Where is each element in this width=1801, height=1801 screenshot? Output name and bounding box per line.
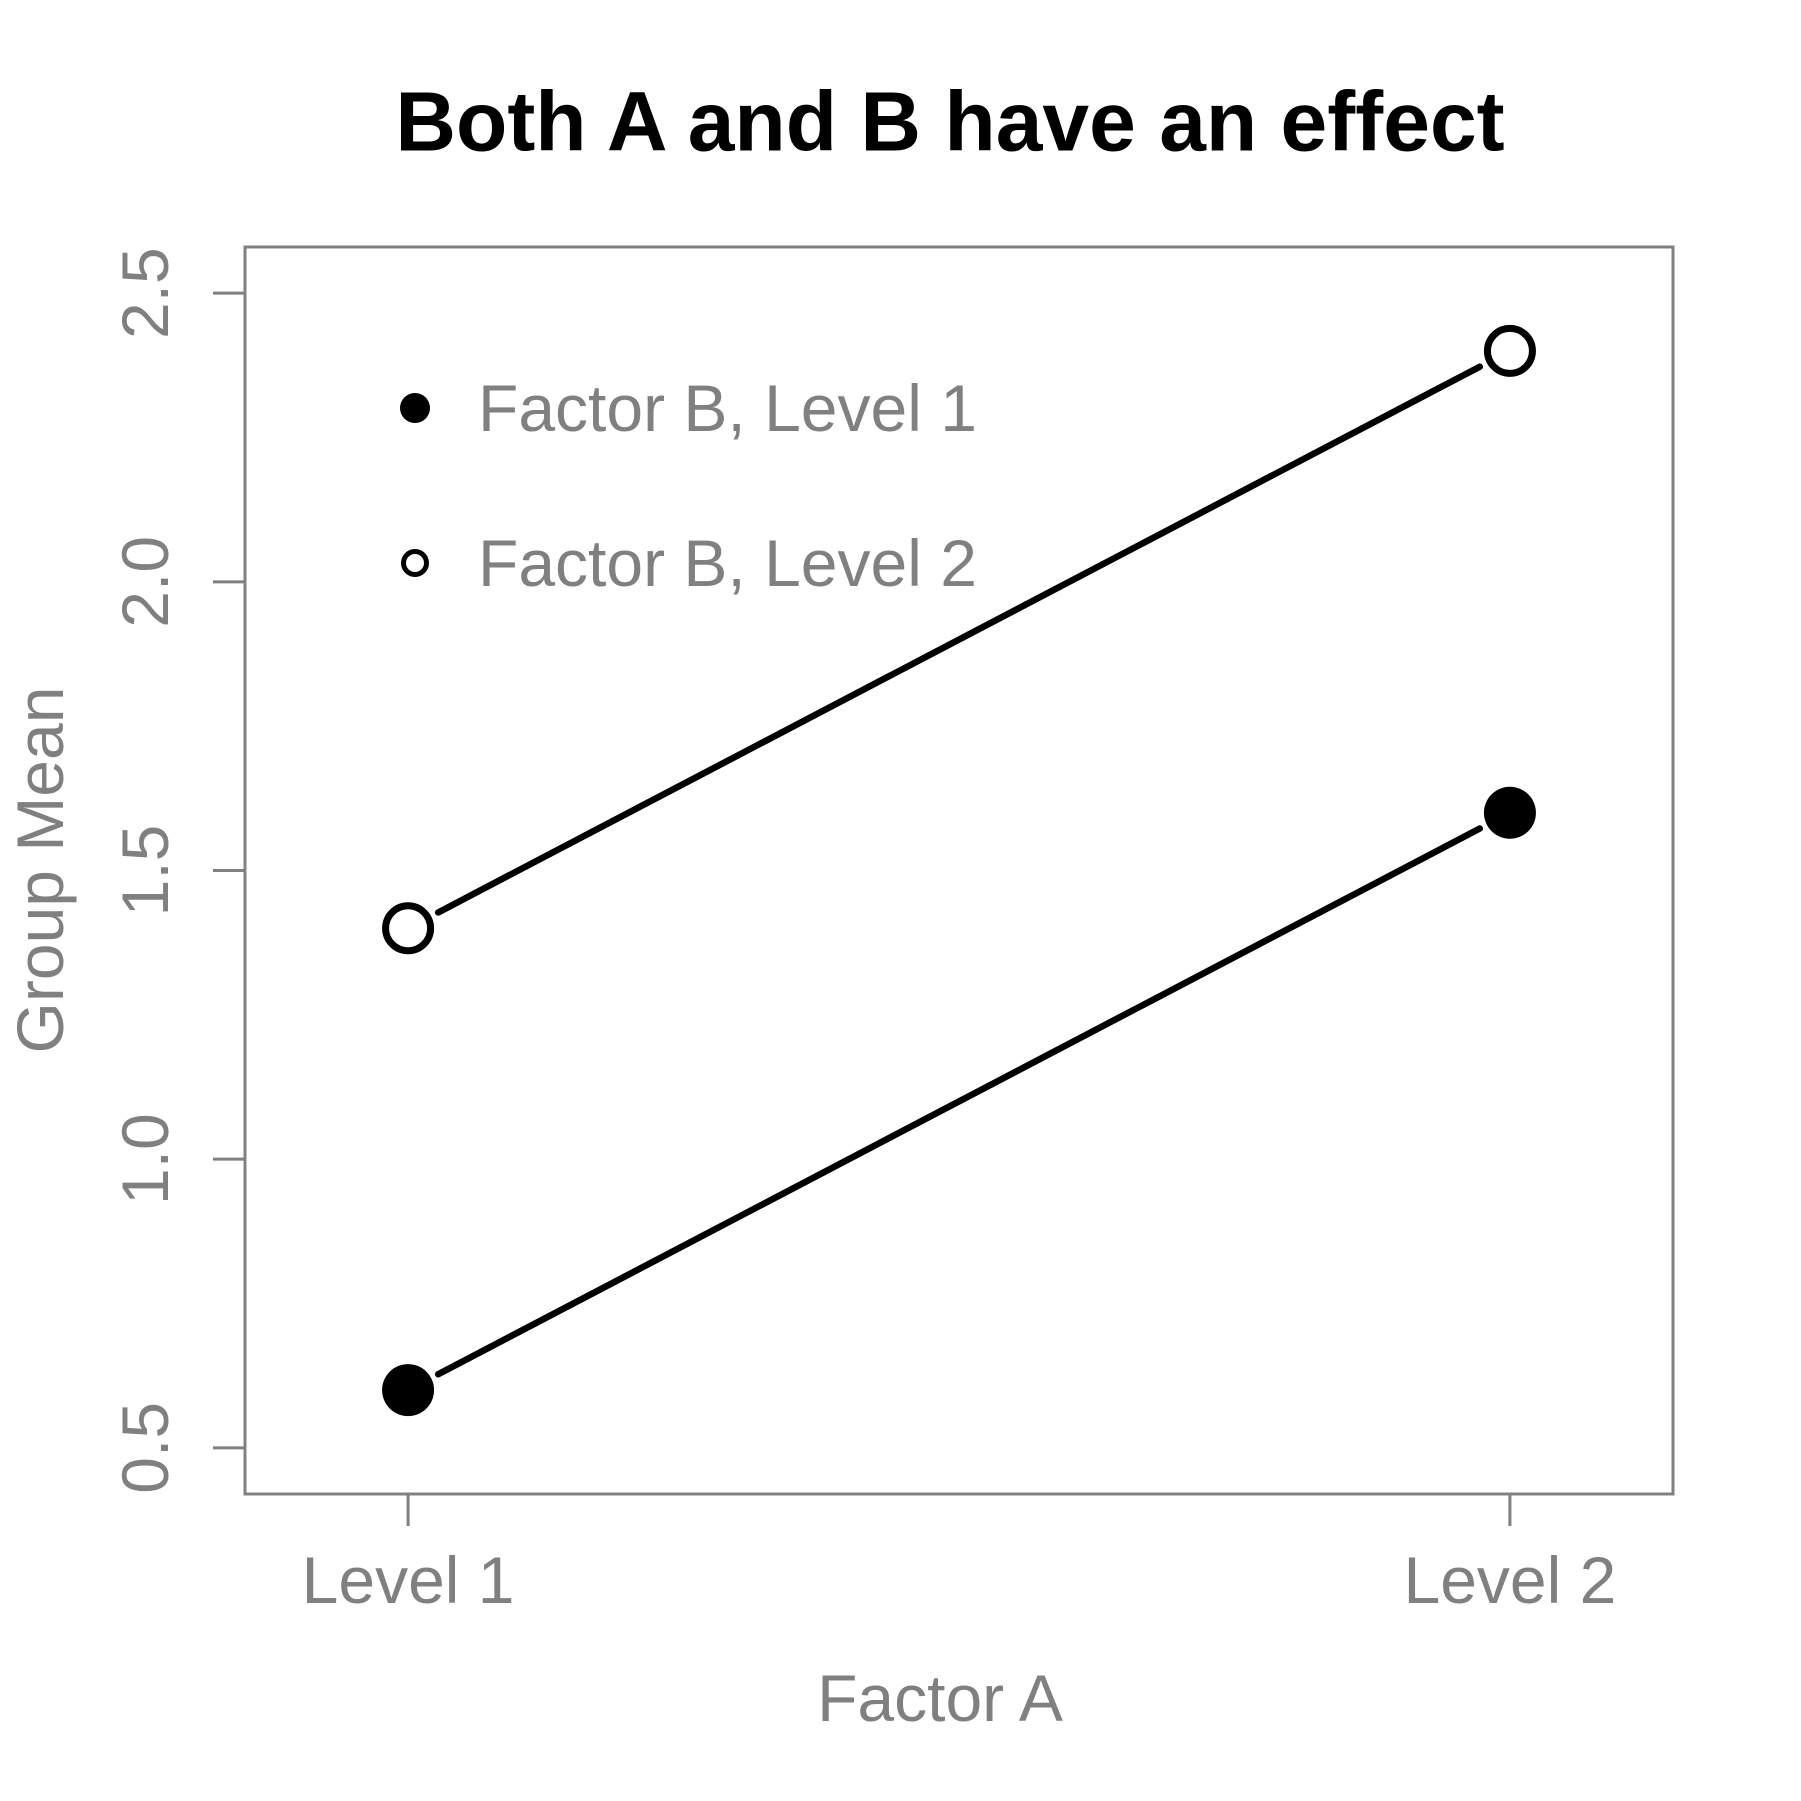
y-tick-label: 0.5 [108,1402,182,1494]
series-line [434,825,1484,1378]
y-tick-label: 2.0 [108,536,182,628]
y-tick-label: 1.5 [108,825,182,917]
x-axis-title: Factor A [817,1661,1063,1735]
x-tick-label: Level 2 [1404,1543,1617,1617]
y-tick-label: 2.5 [108,247,182,339]
legend-item-label: Factor B, Level 1 [478,371,977,445]
legend-marker-open [401,549,429,577]
y-tick-label: 1.0 [108,1113,182,1205]
series-line [434,363,1484,916]
legend-marker-filled [400,393,430,423]
data-point-open [382,902,435,955]
chart-title: Both A and B have an effect [395,74,1505,169]
legend-item-label: Factor B, Level 2 [478,526,977,600]
data-point-filled [1483,786,1536,839]
x-tick-label: Level 1 [302,1543,515,1617]
data-point-open [1483,324,1536,377]
y-axis-title: Group Mean [3,686,77,1054]
data-point-filled [382,1364,435,1417]
